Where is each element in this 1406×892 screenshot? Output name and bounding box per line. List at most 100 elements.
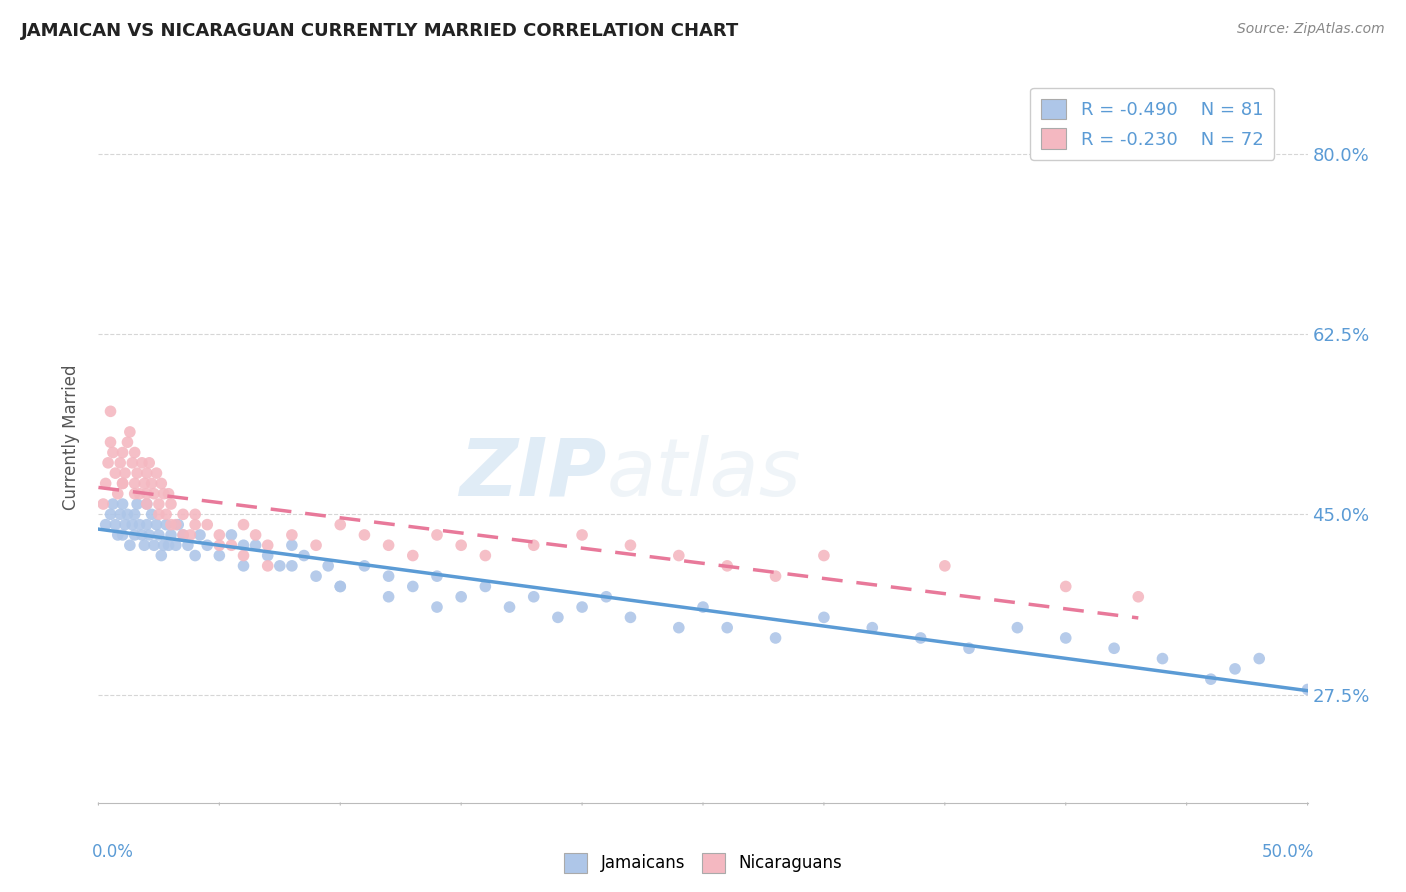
Point [232, 517, 254, 532]
Point [377, 569, 399, 583]
Point [111, 476, 134, 491]
Point [160, 528, 183, 542]
Point [150, 476, 173, 491]
Point [1199, 672, 1222, 686]
Point [523, 590, 546, 604]
Point [124, 508, 146, 522]
Point [100, 435, 122, 450]
Point [165, 517, 187, 532]
Point [208, 528, 231, 542]
Point [114, 517, 136, 532]
Point [127, 466, 149, 480]
Point [108, 508, 131, 522]
Point [177, 538, 200, 552]
Point [104, 466, 127, 480]
Point [150, 549, 173, 563]
Point [232, 549, 254, 563]
Point [692, 600, 714, 615]
Point [160, 517, 183, 532]
Point [474, 579, 496, 593]
Point [148, 528, 170, 542]
Text: ZIP: ZIP [458, 434, 606, 513]
Point [377, 538, 399, 552]
Point [143, 487, 166, 501]
Point [101, 445, 124, 459]
Point [184, 517, 207, 532]
Point [353, 558, 375, 573]
Point [426, 528, 449, 542]
Point [107, 487, 129, 501]
Point [221, 528, 243, 542]
Point [1249, 651, 1271, 665]
Text: Source: ZipAtlas.com: Source: ZipAtlas.com [1237, 22, 1385, 37]
Point [124, 528, 146, 542]
Point [104, 517, 127, 532]
Point [118, 425, 141, 439]
Point [184, 508, 207, 522]
Point [571, 600, 593, 615]
Point [100, 508, 122, 522]
Point [571, 528, 593, 542]
Point [143, 538, 166, 552]
Point [402, 579, 425, 593]
Point [1296, 682, 1319, 697]
Point [100, 404, 122, 418]
Point [402, 549, 425, 563]
Point [716, 621, 738, 635]
Point [329, 579, 352, 593]
Point [188, 528, 211, 542]
Point [131, 528, 153, 542]
Point [141, 508, 163, 522]
Point [134, 476, 156, 491]
Legend: Jamaicans, Nicaraguans: Jamaicans, Nicaraguans [557, 847, 849, 880]
Point [128, 517, 150, 532]
Point [108, 456, 131, 470]
Point [145, 466, 167, 480]
Point [1007, 621, 1029, 635]
Point [281, 528, 304, 542]
Point [256, 549, 278, 563]
Point [547, 610, 569, 624]
Point [148, 508, 170, 522]
Point [1223, 662, 1246, 676]
Point [305, 538, 328, 552]
Point [107, 528, 129, 542]
Point [138, 528, 160, 542]
Point [141, 476, 163, 491]
Point [232, 538, 254, 552]
Point [377, 590, 399, 604]
Point [172, 508, 194, 522]
Point [94, 476, 117, 491]
Point [619, 610, 641, 624]
Point [179, 528, 201, 542]
Point [124, 445, 146, 459]
Point [135, 497, 157, 511]
Point [135, 487, 157, 501]
Point [281, 558, 304, 573]
Legend: R = -0.490    N = 81, R = -0.230    N = 72: R = -0.490 N = 81, R = -0.230 N = 72 [1031, 87, 1274, 160]
Point [124, 487, 146, 501]
Point [184, 549, 207, 563]
Point [523, 538, 546, 552]
Point [117, 508, 139, 522]
Point [269, 558, 291, 573]
Point [121, 517, 143, 532]
Point [353, 528, 375, 542]
Point [716, 558, 738, 573]
Point [131, 456, 153, 470]
Point [127, 497, 149, 511]
Point [157, 487, 180, 501]
Point [111, 476, 134, 491]
Text: 0.0%: 0.0% [91, 843, 134, 861]
Point [94, 517, 117, 532]
Point [148, 497, 170, 511]
Point [221, 538, 243, 552]
Point [329, 579, 352, 593]
Point [111, 445, 134, 459]
Point [232, 558, 254, 573]
Point [97, 456, 120, 470]
Point [167, 517, 190, 532]
Point [305, 569, 328, 583]
Point [91, 497, 114, 511]
Point [165, 538, 187, 552]
